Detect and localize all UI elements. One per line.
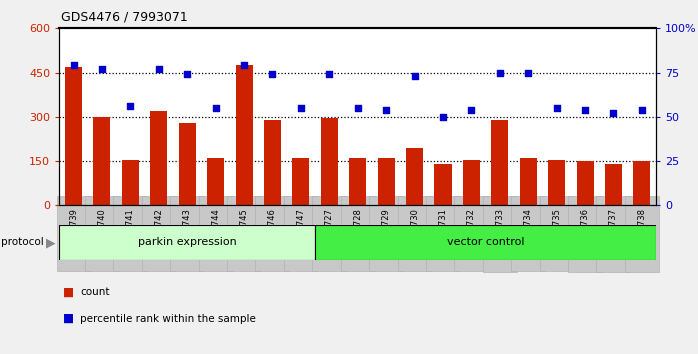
Text: ■: ■ — [63, 286, 74, 298]
Bar — [122, 160, 139, 205]
Bar — [94, 117, 110, 205]
Text: ▶: ▶ — [45, 236, 55, 249]
Point — [551, 105, 562, 111]
Bar — [235, 65, 253, 205]
Bar — [491, 120, 508, 205]
Bar — [577, 161, 593, 205]
Bar — [605, 164, 622, 205]
Point — [409, 73, 420, 79]
Bar — [179, 123, 195, 205]
Point — [637, 107, 648, 113]
Point — [579, 107, 591, 113]
Bar — [315, 225, 656, 260]
Bar — [434, 164, 452, 205]
Point — [267, 72, 278, 77]
Point — [96, 66, 107, 72]
Bar — [207, 158, 224, 205]
Bar — [65, 67, 82, 205]
Point — [352, 105, 363, 111]
Text: percentile rank within the sample: percentile rank within the sample — [80, 314, 256, 324]
Bar — [463, 160, 480, 205]
Text: count: count — [80, 287, 110, 297]
Point — [295, 105, 306, 111]
Bar — [520, 158, 537, 205]
Text: parkin expression: parkin expression — [138, 238, 237, 247]
Text: GDS4476 / 7993071: GDS4476 / 7993071 — [61, 10, 188, 23]
Text: ■: ■ — [63, 312, 74, 325]
Point — [494, 70, 505, 75]
Point — [181, 72, 193, 77]
Bar — [349, 158, 366, 205]
Point — [210, 105, 221, 111]
Point — [523, 70, 534, 75]
Bar — [59, 225, 315, 260]
Bar — [406, 148, 423, 205]
Point — [380, 107, 392, 113]
Bar — [548, 160, 565, 205]
Bar — [378, 158, 394, 205]
Point — [153, 66, 164, 72]
Bar — [633, 161, 651, 205]
Bar — [264, 120, 281, 205]
Point — [239, 63, 250, 68]
Point — [68, 63, 79, 68]
Point — [438, 114, 449, 120]
Point — [324, 72, 335, 77]
Bar — [292, 158, 309, 205]
Text: protocol: protocol — [1, 238, 44, 247]
Point — [125, 103, 136, 109]
Bar — [150, 111, 168, 205]
Point — [608, 110, 619, 116]
Text: vector control: vector control — [447, 238, 524, 247]
Point — [466, 107, 477, 113]
Bar — [321, 118, 338, 205]
